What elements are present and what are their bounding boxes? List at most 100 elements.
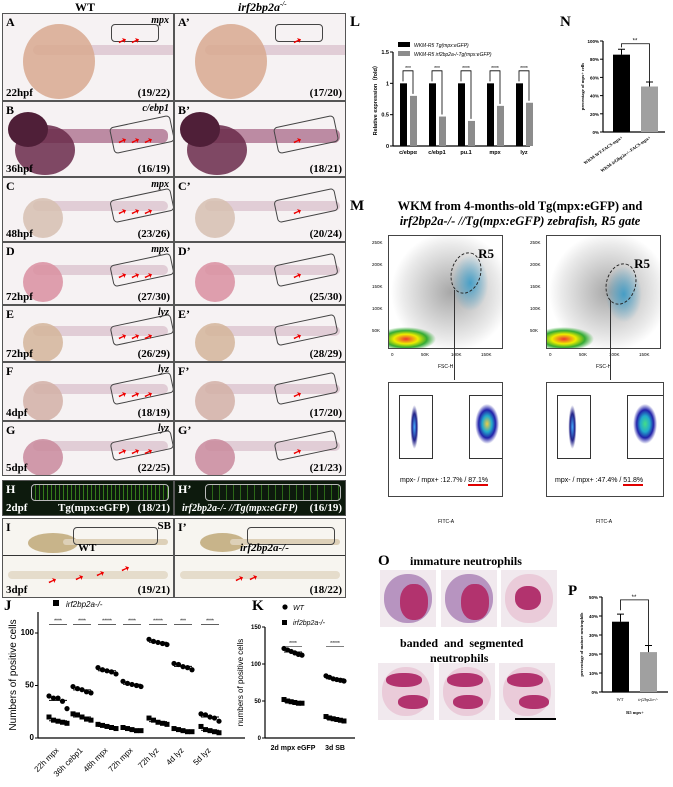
panel-label: F <box>6 364 14 378</box>
panel-label-n: N <box>560 14 571 30</box>
legend-label: irf2bp2a-/- <box>293 620 326 627</box>
scatter-plot-mut: R5 <box>546 235 661 349</box>
ratio-label: (17/20) <box>309 407 342 419</box>
data-point-square <box>176 727 181 733</box>
x-tick: 50K <box>421 352 430 357</box>
x-tick: 150K <box>481 352 492 357</box>
x-axis-label: FITC-A <box>596 519 613 525</box>
stage-label: 48hpf <box>6 228 33 240</box>
significance-bracket <box>402 70 414 94</box>
data-point-circle <box>74 686 81 692</box>
data-point-circle <box>120 678 126 684</box>
data-point-square <box>109 725 114 730</box>
data-point-square <box>164 721 170 727</box>
panel-g-mutant: ➚ G’ (21/23) <box>174 421 346 476</box>
panel-label: H’ <box>178 482 192 496</box>
panel-label: C’ <box>178 179 191 193</box>
bar <box>439 116 446 146</box>
data-point-square <box>64 720 70 726</box>
stage-label: 36hpf <box>6 163 33 175</box>
data-point-circle <box>133 682 140 689</box>
panel-label: A <box>6 15 15 29</box>
x-tick-label: lyz <box>520 150 528 156</box>
panel-a-mutant: ➚ A’ (17/20) <box>174 13 346 101</box>
genotype-label: Tg(mpx:eGFP) <box>58 502 130 514</box>
immature-neutrophil-image <box>380 570 436 627</box>
genotype-label: irf2bp2a-/- <box>240 542 289 554</box>
data-point-square <box>212 729 217 735</box>
data-point-circle <box>159 640 166 647</box>
significance-label: **** <box>289 641 297 647</box>
data-point-square <box>292 699 298 705</box>
stage-label: 72hpf <box>6 291 33 303</box>
bar <box>487 83 494 146</box>
legend-label: WKM-R5 irf2bp2a-/-Tg(mpx:eGFP) <box>414 52 492 58</box>
data-point-circle <box>184 665 191 671</box>
y-axis-label: Numbers of positive cells <box>8 619 19 730</box>
panel-b-wt: ➚ ➚ ➚ B c/ebp1 36hpf (16/19) <box>2 101 174 177</box>
panel-label: C <box>6 179 15 193</box>
mpx-positive-gate[interactable] <box>469 395 502 459</box>
significance-label: **** <box>54 619 62 625</box>
significance-bracket <box>518 70 530 101</box>
mpx-positive-percent: 51.8% <box>623 477 644 486</box>
gate-label: R5 <box>634 256 650 271</box>
embryo-yolk <box>195 438 235 475</box>
panel-label: H <box>6 482 16 496</box>
x-tick-label: irf2bp2a-/- <box>638 697 658 702</box>
x-axis-label: FSC-H <box>596 364 612 370</box>
data-point-square <box>207 728 213 734</box>
panel-c-mutant: ➚ C’ (20/24) <box>174 177 346 242</box>
x-tick-label: 5d lyz <box>191 746 212 767</box>
data-point-square <box>120 725 126 730</box>
ratio-label: (17/20) <box>309 87 342 99</box>
data-point-circle <box>79 687 85 693</box>
significance-bracket <box>460 70 472 119</box>
panel-label-o: O <box>378 553 390 569</box>
x-tick-label: c/ebpα <box>399 150 417 156</box>
panel-label-p: P <box>568 583 578 599</box>
y-tick-label: 50% <box>589 595 598 600</box>
panel-e-mutant: ➚ E’ (28/29) <box>174 305 346 362</box>
y-tick-label: 0 <box>30 733 35 742</box>
x-axis-label: FITC-A <box>438 519 455 525</box>
legend-label: WKM-R5 Tg(mpx:eGFP) <box>414 43 469 49</box>
significance-label: ***** <box>330 641 340 647</box>
data-point-circle <box>83 689 90 695</box>
significance-label: **** <box>128 619 136 625</box>
embryo-yolk <box>23 438 63 475</box>
embryo-yolk <box>23 323 63 361</box>
data-point-square <box>334 717 340 722</box>
x-axis-label: FSC-H <box>438 364 454 370</box>
gene-label: mpx <box>151 179 169 190</box>
data-point-square <box>285 698 291 704</box>
x-tick: 100K <box>451 352 462 357</box>
mpx-negative-gate[interactable] <box>557 395 591 459</box>
y-tick: 250K <box>372 240 383 245</box>
data-point-circle <box>88 690 94 696</box>
data-point-square <box>337 717 343 723</box>
y-tick: 50K <box>372 328 381 333</box>
error-bar <box>617 613 624 622</box>
mpx-positive-gate[interactable] <box>627 395 663 459</box>
y-tick: 150K <box>372 284 383 289</box>
immature-title: immature neutrophils <box>410 554 522 568</box>
header-mutant: irf2bp2a-/- <box>238 0 287 15</box>
data-point-circle <box>341 678 347 684</box>
embryo-yolk <box>23 261 63 302</box>
data-point-square <box>295 700 301 706</box>
data-point-circle <box>104 668 110 674</box>
data-point-circle <box>180 664 186 670</box>
y-tick-label: 0.5 <box>381 113 389 119</box>
data-point-square <box>113 726 119 732</box>
data-point-square <box>198 723 204 729</box>
panel-e-wt: ➚ ➚ ➚ E lyz 72hpf (26/29) <box>2 305 174 362</box>
legend-square-icon <box>53 600 59 606</box>
data-point-circle <box>113 671 119 677</box>
ratio-label: (16/19) <box>137 163 170 175</box>
ratio-label: (26/29) <box>137 348 170 360</box>
y-tick-label: 80% <box>590 57 599 62</box>
data-point-square <box>330 716 336 722</box>
data-point-circle <box>129 681 135 688</box>
mpx-negative-gate[interactable] <box>399 395 433 459</box>
